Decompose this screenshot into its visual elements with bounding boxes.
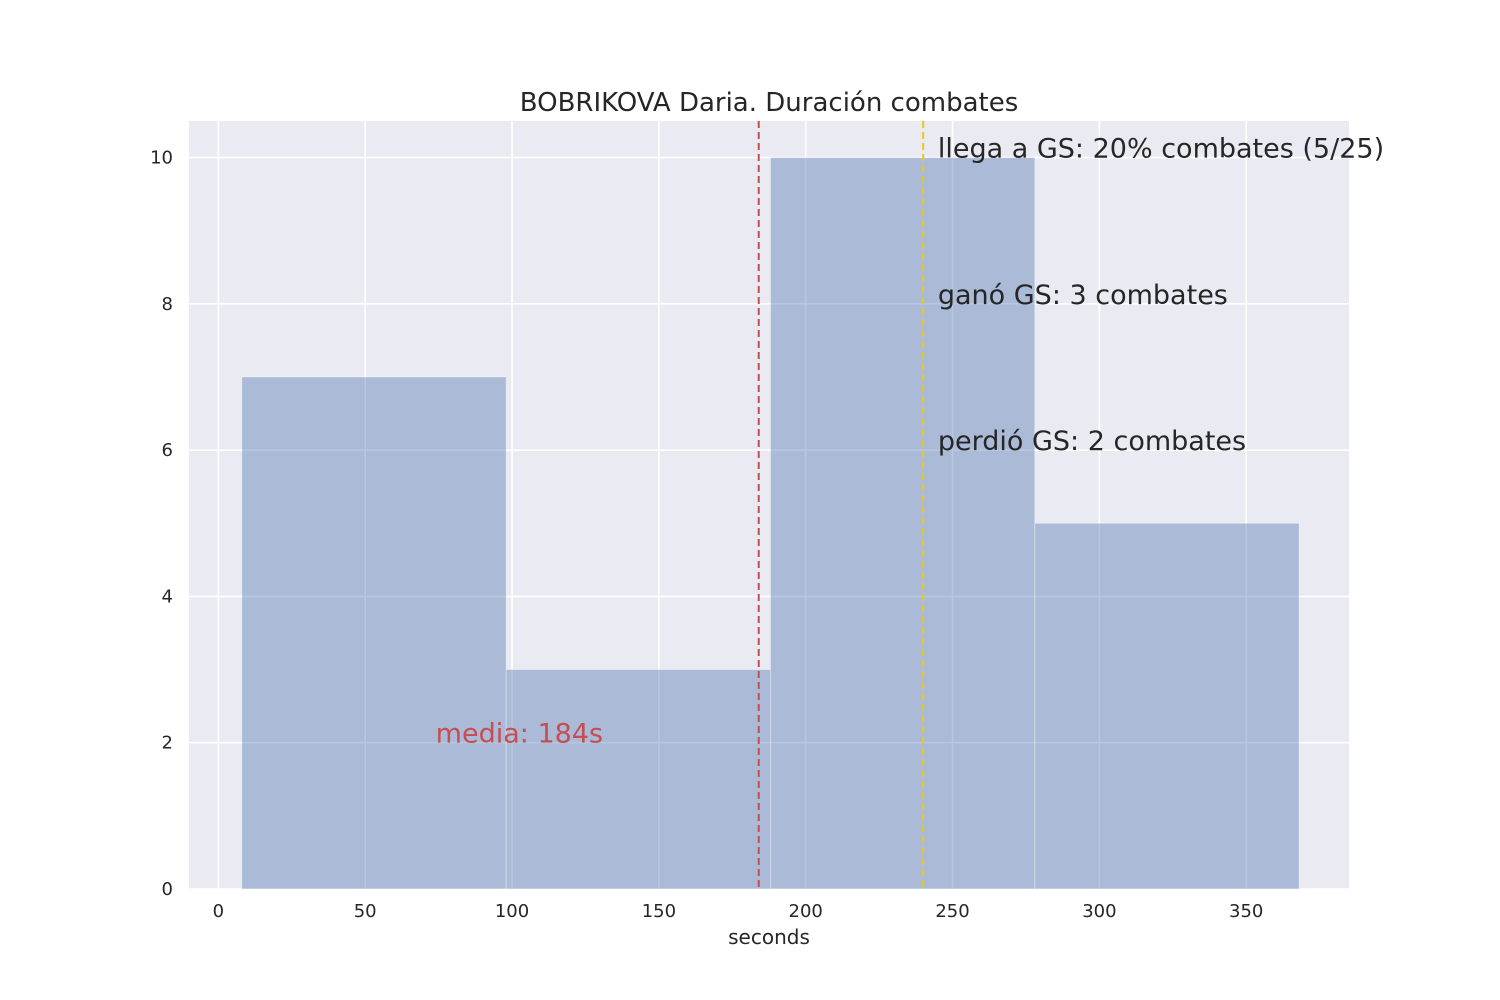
x-tick-label: 350: [1229, 901, 1263, 922]
gs-won-annotation: ganó GS: 3 combates: [938, 280, 1228, 311]
histogram-bar-2: [769, 157, 1036, 890]
y-tick-label: 0: [162, 879, 173, 900]
y-tick-label: 2: [162, 733, 173, 754]
x-tick-label: 200: [789, 901, 823, 922]
y-tick-label: 6: [162, 440, 173, 461]
x-axis-label: seconds: [728, 925, 810, 949]
chart-title: BOBRIKOVA Daria. Duración combates: [520, 88, 1019, 118]
x-tick-label: 50: [354, 901, 377, 922]
histogram-bar-1: [505, 669, 771, 890]
x-tick-label: 300: [1082, 901, 1116, 922]
histogram-bar-3: [1034, 522, 1300, 890]
y-tick-label: 4: [162, 586, 173, 607]
x-tick-label: 0: [213, 901, 224, 922]
gs-reach-annotation: llega a GS: 20% combates (5/25): [938, 134, 1384, 165]
x-tick-label: 250: [935, 901, 969, 922]
y-tick-label: 8: [162, 294, 173, 315]
histogram-bar-0: [241, 376, 507, 890]
x-tick-label: 100: [495, 901, 529, 922]
plot-area: [189, 121, 1349, 889]
mean-annotation: media: 184s: [436, 719, 603, 750]
gs-lost-annotation: perdió GS: 2 combates: [938, 426, 1246, 457]
x-tick-label: 150: [642, 901, 676, 922]
y-tick-label: 10: [150, 148, 173, 169]
